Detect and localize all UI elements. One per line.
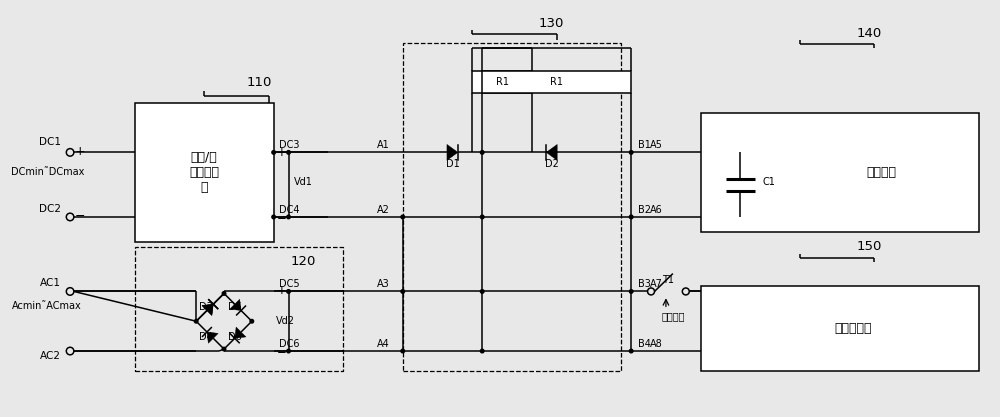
Text: Vd2: Vd2 xyxy=(276,316,295,326)
Text: DC4: DC4 xyxy=(279,205,299,215)
Text: B3: B3 xyxy=(638,279,651,289)
Text: DC6: DC6 xyxy=(279,339,299,349)
Circle shape xyxy=(250,319,254,323)
Text: 150: 150 xyxy=(857,240,882,253)
Text: −: − xyxy=(277,346,287,359)
Circle shape xyxy=(222,291,226,295)
Text: +: + xyxy=(277,146,287,159)
Text: B1: B1 xyxy=(638,141,651,151)
Text: DC5: DC5 xyxy=(279,279,299,289)
Text: A4: A4 xyxy=(377,339,389,349)
Circle shape xyxy=(401,215,405,219)
Text: A6: A6 xyxy=(650,205,662,215)
Text: D6: D6 xyxy=(228,332,242,342)
Text: 储能单元: 储能单元 xyxy=(866,166,896,179)
Circle shape xyxy=(480,215,484,219)
Text: AC2: AC2 xyxy=(40,351,61,361)
Circle shape xyxy=(222,347,226,351)
Circle shape xyxy=(629,290,633,293)
Circle shape xyxy=(287,151,290,154)
Text: T1: T1 xyxy=(662,274,674,284)
Text: D3: D3 xyxy=(199,302,213,312)
Circle shape xyxy=(272,215,275,219)
Text: −: − xyxy=(75,209,85,222)
Circle shape xyxy=(480,349,484,353)
Polygon shape xyxy=(202,304,213,315)
Text: DC1: DC1 xyxy=(39,138,61,148)
Bar xyxy=(701,113,979,232)
Circle shape xyxy=(272,151,275,154)
Text: 120: 120 xyxy=(291,255,316,268)
Text: 110: 110 xyxy=(246,76,271,89)
Bar xyxy=(701,286,979,371)
Text: A8: A8 xyxy=(650,339,662,349)
Circle shape xyxy=(401,290,405,293)
Polygon shape xyxy=(207,332,218,343)
Text: 控制信号: 控制信号 xyxy=(662,311,685,321)
Circle shape xyxy=(629,215,633,219)
Circle shape xyxy=(194,319,198,323)
Text: D5: D5 xyxy=(228,302,242,312)
Text: DC2: DC2 xyxy=(39,204,61,214)
Circle shape xyxy=(287,215,290,219)
Bar xyxy=(482,71,631,93)
Polygon shape xyxy=(235,327,246,338)
Polygon shape xyxy=(447,144,458,160)
Text: A1: A1 xyxy=(377,141,389,151)
Circle shape xyxy=(480,290,484,293)
Bar xyxy=(135,247,343,371)
Text: A5: A5 xyxy=(650,141,662,151)
Circle shape xyxy=(287,290,290,293)
Polygon shape xyxy=(546,144,557,160)
Polygon shape xyxy=(230,299,241,311)
Circle shape xyxy=(629,349,633,353)
Text: A2: A2 xyxy=(376,205,389,215)
Text: +: + xyxy=(277,284,287,297)
Text: 130: 130 xyxy=(539,17,564,30)
Text: DCmin˜DCmax: DCmin˜DCmax xyxy=(11,167,84,177)
Text: A3: A3 xyxy=(377,279,389,289)
Circle shape xyxy=(480,151,484,154)
Polygon shape xyxy=(202,304,213,315)
Text: A7: A7 xyxy=(650,279,662,289)
Text: B4: B4 xyxy=(638,339,651,349)
Text: Acmin˜ACmax: Acmin˜ACmax xyxy=(12,301,82,311)
Circle shape xyxy=(401,349,405,353)
Text: R1: R1 xyxy=(550,77,563,87)
Text: D4: D4 xyxy=(199,332,213,342)
Text: AC1: AC1 xyxy=(40,279,61,289)
Text: 140: 140 xyxy=(857,27,882,40)
Text: Vd1: Vd1 xyxy=(294,177,312,187)
Bar xyxy=(472,71,532,93)
Text: DC3: DC3 xyxy=(279,141,299,151)
Text: −: − xyxy=(277,212,287,225)
Text: +: + xyxy=(75,145,85,158)
Text: C1: C1 xyxy=(762,177,775,187)
Circle shape xyxy=(287,349,290,353)
Bar xyxy=(403,43,621,371)
Circle shape xyxy=(629,151,633,154)
Text: R1: R1 xyxy=(496,77,509,87)
Bar xyxy=(135,103,274,242)
Text: 接触器线包: 接触器线包 xyxy=(835,322,872,335)
Text: 直流/直
流转换单
元: 直流/直 流转换单 元 xyxy=(189,151,219,194)
Text: D1: D1 xyxy=(446,159,459,169)
Text: D2: D2 xyxy=(545,159,559,169)
Text: B2: B2 xyxy=(638,205,651,215)
